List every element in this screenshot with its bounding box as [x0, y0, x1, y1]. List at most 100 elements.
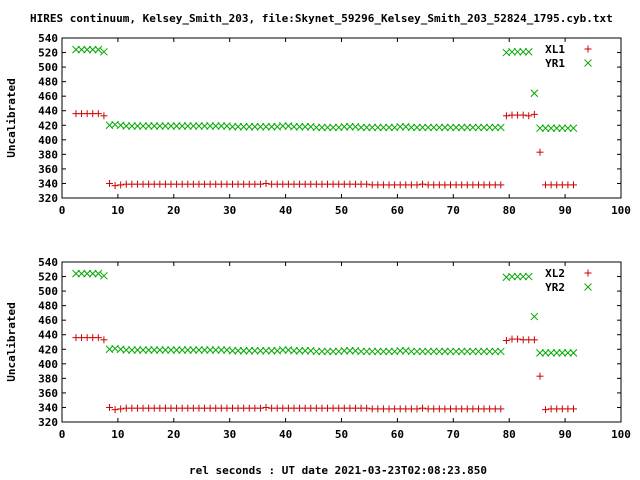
data-point	[178, 346, 187, 354]
data-point	[514, 335, 522, 343]
data-point	[419, 404, 427, 412]
x-tick-label: 0	[59, 428, 66, 441]
data-point	[368, 347, 377, 356]
series-xl2	[72, 334, 577, 414]
data-point	[396, 122, 405, 131]
data-point	[569, 124, 578, 133]
data-point	[245, 346, 254, 355]
data-point	[496, 347, 505, 356]
data-point	[155, 346, 164, 354]
data-point	[256, 346, 265, 355]
legend-marker	[584, 283, 592, 291]
y-tick-label: 420	[38, 119, 58, 132]
data-point	[485, 347, 494, 356]
data-point	[396, 346, 405, 355]
data-point	[558, 124, 567, 133]
data-point	[88, 45, 97, 54]
data-point	[318, 123, 326, 132]
data-point	[161, 346, 170, 354]
data-point	[435, 347, 444, 356]
data-point	[530, 110, 538, 118]
data-point	[195, 346, 203, 354]
data-point	[167, 122, 175, 130]
plot-frame	[61, 261, 622, 423]
data-point	[491, 347, 500, 356]
legend-marker	[584, 59, 592, 67]
data-point	[569, 349, 578, 357]
data-point	[541, 349, 550, 357]
data-point	[340, 346, 349, 355]
data-point	[200, 122, 209, 130]
data-point	[267, 122, 276, 131]
data-point	[346, 346, 354, 355]
data-point	[413, 123, 421, 132]
data-point	[413, 347, 421, 356]
data-point	[195, 122, 203, 130]
y-tick-label: 460	[38, 90, 58, 103]
data-point	[189, 346, 198, 354]
data-point	[485, 123, 494, 132]
data-point	[228, 346, 237, 355]
data-point	[251, 346, 259, 355]
y-tick-label: 420	[38, 343, 58, 356]
data-point	[519, 111, 527, 119]
data-point	[318, 347, 326, 356]
x-tick-label: 60	[391, 204, 404, 217]
data-point	[217, 122, 226, 130]
data-point	[446, 123, 455, 132]
x-tick-label: 10	[111, 428, 124, 441]
data-point	[569, 405, 577, 413]
data-point	[239, 122, 248, 131]
data-point	[452, 347, 460, 356]
data-point	[172, 346, 181, 354]
data-point	[234, 122, 242, 131]
x-tick-label: 100	[611, 204, 631, 217]
data-point	[413, 405, 421, 413]
data-point	[262, 179, 270, 187]
series-xl1	[72, 110, 577, 190]
data-point	[295, 122, 304, 131]
data-point	[564, 124, 572, 133]
data-point	[72, 269, 80, 278]
data-point	[407, 123, 416, 132]
data-point	[357, 123, 365, 132]
x-tick-label: 30	[223, 428, 236, 441]
data-point	[278, 346, 287, 354]
data-point	[139, 346, 147, 354]
data-point	[245, 122, 254, 131]
x-tick-label: 40	[279, 204, 292, 217]
x-tick-label: 60	[391, 428, 404, 441]
data-point	[362, 347, 371, 356]
legend-label: XL2	[545, 267, 565, 280]
y-tick-label: 340	[38, 177, 58, 190]
data-point	[183, 122, 192, 130]
data-point	[429, 123, 438, 132]
data-point	[513, 272, 522, 281]
data-point	[262, 403, 270, 411]
y-axis-label: Uncalibrated	[5, 302, 18, 381]
x-tick-label: 30	[223, 204, 236, 217]
data-point	[373, 123, 382, 132]
data-point	[172, 122, 181, 130]
data-point	[536, 148, 544, 156]
data-point	[206, 122, 214, 130]
data-point	[217, 346, 226, 354]
y-tick-label: 360	[38, 163, 58, 176]
y-tick-label: 520	[38, 47, 58, 60]
data-point	[133, 122, 142, 130]
y-tick-label: 520	[38, 271, 58, 284]
data-point	[256, 404, 264, 412]
y-tick-label: 400	[38, 358, 58, 371]
x-tick-label: 20	[167, 204, 180, 217]
plot-frame	[61, 37, 622, 199]
data-point	[525, 112, 533, 120]
data-point	[100, 47, 108, 56]
x-tick-label: 70	[447, 204, 460, 217]
data-point	[502, 337, 510, 345]
data-point	[552, 124, 561, 133]
data-point	[94, 334, 102, 342]
legend-label: XL1	[545, 43, 565, 56]
data-point	[228, 122, 237, 131]
data-point	[144, 346, 153, 354]
